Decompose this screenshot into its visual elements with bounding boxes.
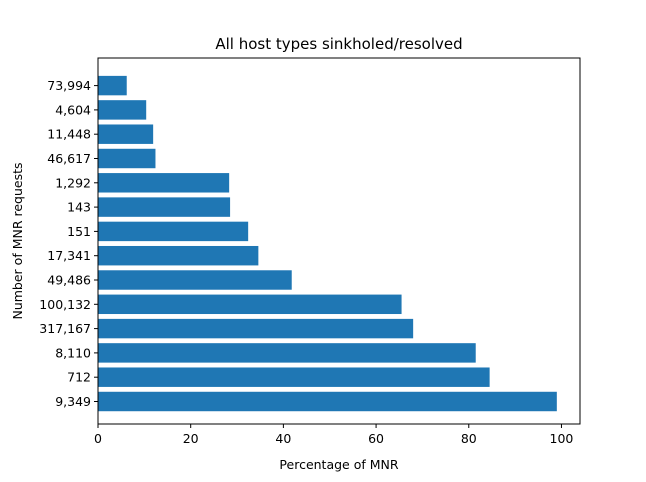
- y-tick-label: 143: [67, 200, 91, 215]
- x-tick-label: 40: [275, 431, 291, 446]
- y-tick-label: 151: [67, 224, 91, 239]
- x-axis-ticks: 0 20 40 60 80 100: [94, 424, 573, 446]
- y-tick-label: 46,617: [47, 151, 91, 166]
- chart-title: All host types sinkholed/resolved: [215, 35, 462, 53]
- x-tick-label: 80: [461, 431, 477, 446]
- y-tick-label: 712: [67, 370, 91, 385]
- x-tick-label: 60: [368, 431, 384, 446]
- bar-6: [98, 245, 259, 266]
- bar-7: [98, 221, 249, 242]
- y-tick-label: 1,292: [55, 175, 91, 190]
- bar-4: [98, 294, 402, 315]
- y-tick-label: 49,486: [47, 273, 91, 288]
- x-tick-label: 100: [550, 431, 574, 446]
- bar-3: [98, 318, 414, 339]
- bar-1: [98, 367, 490, 387]
- x-tick-label: 20: [183, 431, 199, 446]
- bar-2: [98, 343, 476, 363]
- bar-10: [98, 148, 156, 169]
- x-axis-label: Percentage of MNR: [279, 457, 398, 472]
- y-tick-label: 4,604: [55, 102, 91, 117]
- y-tick-label: 9,349: [55, 394, 91, 409]
- bar-5: [98, 270, 292, 290]
- x-tick-label: 0: [94, 431, 102, 446]
- y-axis-label: Number of MNR requests: [10, 162, 25, 319]
- y-tick-label: 11,448: [47, 127, 91, 142]
- bar-13: [98, 75, 127, 96]
- y-tick-label: 17,341: [47, 248, 91, 263]
- y-tick-label: 100,132: [39, 297, 91, 312]
- y-tick-label: 73,994: [47, 78, 91, 93]
- bars-group: [98, 75, 557, 412]
- y-axis-ticks: 9,349 712 8,110 317,167 100,132 49,486 17,341 1…: [39, 78, 98, 409]
- bar-0: [98, 391, 557, 412]
- bar-11: [98, 124, 154, 144]
- y-tick-label: 8,110: [55, 345, 91, 360]
- bar-9: [98, 173, 230, 193]
- bar-12: [98, 100, 147, 120]
- bar-8: [98, 197, 231, 217]
- plot-frame: [97, 57, 581, 425]
- y-tick-label: 317,167: [39, 321, 91, 336]
